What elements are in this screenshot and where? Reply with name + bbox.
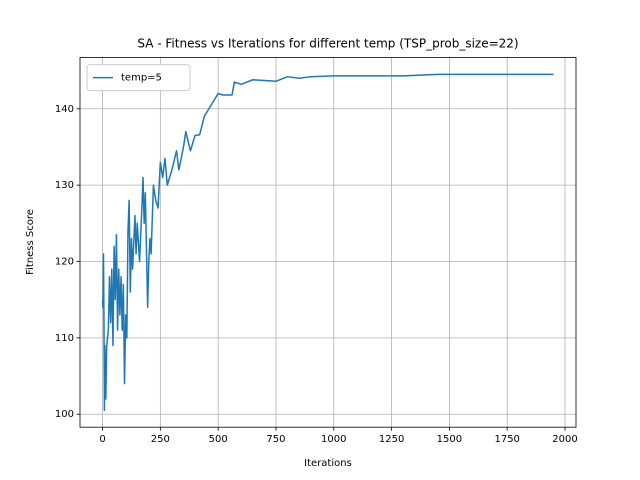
y-axis-label: Fitness Score: [25, 209, 36, 275]
plot-frame: [79, 57, 577, 428]
y-tick-label: 110: [55, 333, 74, 344]
x-tick-label: 750: [266, 434, 285, 445]
x-tick-label: 0: [99, 434, 105, 445]
y-tick-label: 140: [55, 104, 74, 115]
x-tick-label: 500: [209, 434, 228, 445]
legend-box: [86, 64, 191, 92]
y-tick-label: 130: [55, 180, 74, 191]
x-tick-label: 1250: [379, 434, 404, 445]
x-tick-label: 1500: [437, 434, 462, 445]
y-tick-label: 120: [55, 256, 74, 267]
x-tick-label: 1750: [494, 434, 519, 445]
x-tick-label: 1000: [321, 434, 346, 445]
x-tick-label: 2000: [552, 434, 577, 445]
chart-title: SA - Fitness vs Iterations for different…: [137, 37, 518, 51]
y-tick-label: 100: [55, 409, 74, 420]
data-line: [101, 73, 554, 412]
x-tick-label: 250: [151, 434, 170, 445]
legend-label: temp=5: [121, 73, 162, 84]
x-axis-label: Iterations: [304, 458, 352, 469]
